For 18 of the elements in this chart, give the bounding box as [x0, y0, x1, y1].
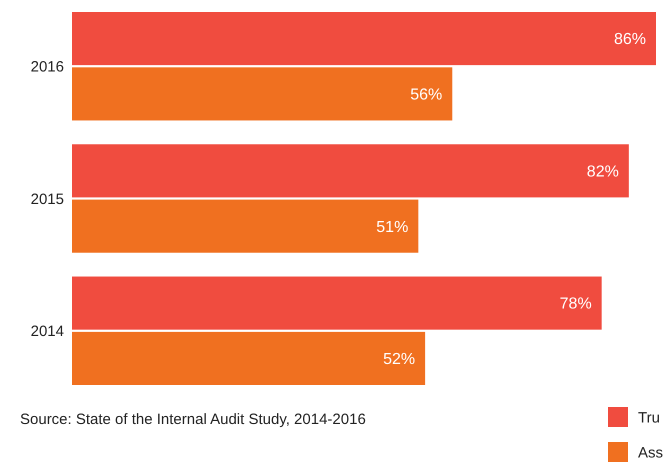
bar: [72, 144, 629, 198]
bar: [72, 276, 602, 330]
bar: [72, 332, 426, 385]
bar: [72, 200, 418, 253]
legend-label: Ass: [638, 444, 664, 462]
source-note: Source: State of the Internal Audit Study, 2014-2016: [20, 411, 366, 428]
data-label: 51%: [376, 218, 408, 236]
y-tick-label: 2016: [30, 58, 64, 76]
bar: [72, 12, 656, 66]
data-label: 78%: [560, 296, 592, 313]
legend-label: Tru: [638, 409, 660, 426]
data-label: 82%: [586, 163, 619, 180]
data-label: 56%: [410, 86, 442, 104]
y-tick-label: 2015: [30, 190, 64, 208]
data-label: 86%: [614, 31, 646, 48]
bar: [72, 67, 452, 120]
data-label: 52%: [383, 351, 416, 368]
y-tick-label: 2014: [30, 323, 64, 340]
